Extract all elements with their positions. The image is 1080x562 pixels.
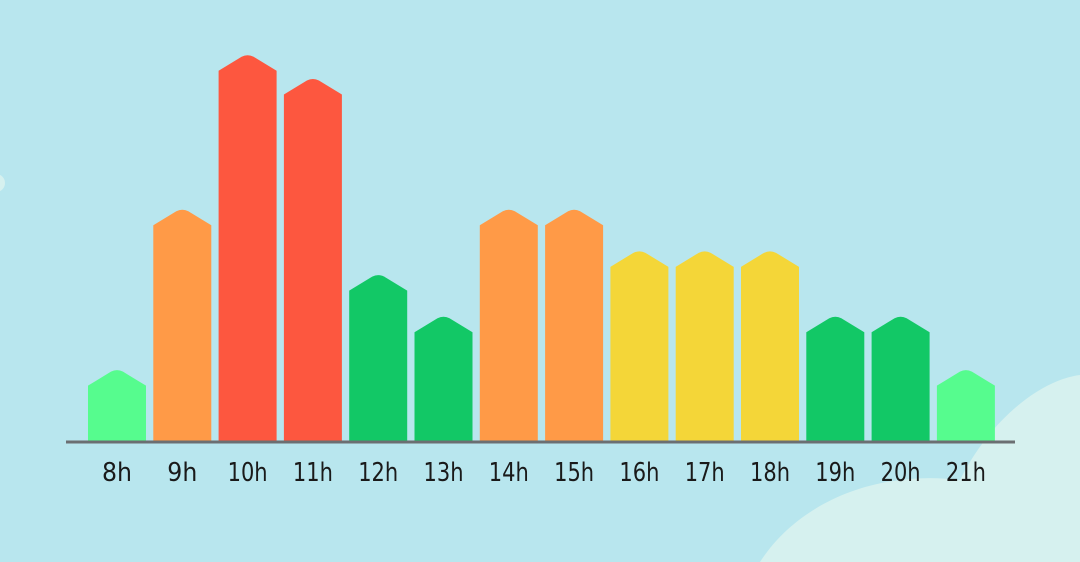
bar-18h [741,251,799,441]
bar-11h [283,78,342,441]
bar-12h [349,275,408,441]
x-tick-label-12h: 12h [358,458,398,488]
bar-15h [545,209,604,441]
x-tick-label-11h: 11h [293,458,333,488]
bars-group [88,55,995,441]
bar-21h [936,370,995,441]
x-tick-label-17h: 17h [685,458,725,488]
x-tick-label-14h: 14h [489,458,529,488]
background-decoration [0,174,1080,562]
bar-10h [218,55,277,441]
x-tick-label-13h: 13h [424,458,464,488]
cloud-blob [760,375,1080,562]
bar-9h [153,209,212,441]
x-tick-labels: 8h 9h 10h 11h 12h 13h 14h 15h 16h 17h 18h 19h 20h 21h [102,458,986,488]
bar-20h [871,316,930,441]
bar-16h [610,251,669,441]
x-tick-label-10h: 10h [228,458,268,488]
bar-17h [675,251,734,441]
x-tick-label-20h: 20h [881,458,921,488]
x-tick-label-18h: 18h [750,458,790,488]
x-tick-label-16h: 16h [619,458,659,488]
edge-blob [0,174,5,192]
x-tick-label-9h: 9h [167,458,197,488]
bar-8h [88,370,146,441]
x-tick-label-15h: 15h [554,458,594,488]
x-tick-label-19h: 19h [815,458,855,488]
bar-19h [806,316,865,441]
x-tick-label-21h: 21h [946,458,986,488]
x-tick-label-8h: 8h [102,458,132,488]
bar-13h [414,316,473,441]
bar-14h [479,209,538,441]
